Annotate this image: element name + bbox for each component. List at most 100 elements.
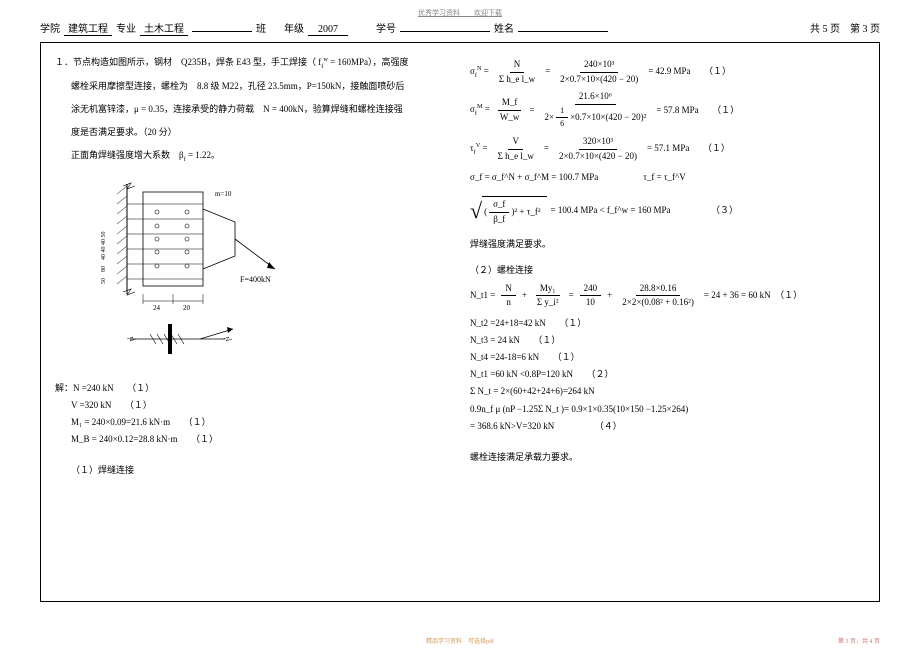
sM-f2n: 21.6×10⁶ — [575, 91, 616, 105]
sq-n: σ_f — [489, 199, 509, 213]
problem-line2: 螺栓采用摩擦型连接，螺栓为 8.8 级 M22，孔径 23.5mm，P=150k… — [55, 77, 450, 96]
content-frame: １．节点构造如图所示，钢材 Q235B，焊条 E43 型，手工焊接（ ffw =… — [40, 42, 880, 602]
Nt1-res: = 24 + 36 = 60 kN （１） — [704, 290, 802, 302]
l3a: 涂无机富锌漆， — [71, 104, 134, 114]
bolt-ok: 螺栓连接满足承载力要求。 — [470, 449, 865, 466]
sq-res: = 100.4 MPa < f_f^w = 160 MPa （３） — [551, 205, 738, 217]
diagram-marker: m=10 — [215, 190, 232, 198]
Nt1-n2: My₁ — [536, 283, 560, 297]
label-major: 专业 — [116, 20, 136, 35]
footer-left: 精品学习资料 可选择pdf — [426, 636, 494, 645]
eq-tau-V: τfV = VΣ h_e l_w = 320×10³2×0.7×10×(420 … — [470, 136, 865, 162]
Nt1-n3: 240 — [580, 283, 602, 297]
structural-diagram: F=400kN m=10 50 80 40 40 40 50 24 20 — [85, 174, 295, 374]
sM-db: ×0.7×10×(420 − 20)² — [570, 112, 646, 122]
eq-sigma-sum: σ_f = σ_f^N + σ_f^M = 100.7 MPa τ_f = τ_… — [470, 172, 865, 184]
l3b: = 0.35，连接承受的静力荷载 N = 400kN，验算焊缝和螺栓连接强 — [139, 104, 403, 114]
tV-f2n: 320×10³ — [579, 136, 617, 150]
Nt1-d1: n — [502, 296, 515, 309]
problem-text: １．节点构造如图所示，钢材 Q235B，焊条 E43 型，手工焊接（ ffw =… — [55, 53, 450, 73]
sN-f2d: 2×0.7×10×(420 − 20) — [556, 73, 642, 86]
tV-sup: V — [476, 142, 481, 149]
Nt3: N_t3 = 24 kN （１） — [470, 332, 865, 349]
label-solve: 解： — [55, 383, 73, 393]
bolt-title: （２）螺栓连接 — [470, 265, 865, 277]
sM-f2d: 2×16×0.7×10×(420 − 20)² — [540, 105, 650, 130]
field-college: 建筑工程 — [64, 20, 112, 36]
sM-f1n: M_f — [498, 97, 522, 111]
l5a: 正面角焊缝强度增大系数 — [71, 150, 179, 160]
sN-sub: f — [475, 72, 477, 79]
Nt1-d4: 2×2×(0.08² + 0.16²) — [618, 296, 698, 309]
eq-sigma-N: σfN = NΣ h_e l_w = 240×10³2×0.7×10×(420 … — [470, 59, 865, 85]
problem-line4: 度是否满足要求。（20 分） — [55, 123, 450, 142]
sol-MB: M_B = 240×0.12=28.8 kN·m （１） — [55, 431, 450, 448]
sM-f1d: W_w — [496, 111, 524, 124]
Nt1-p2: + — [607, 290, 612, 302]
sq-plus: + τ_f² — [517, 206, 540, 216]
problem-line5: 正面角焊缝强度增大系数 βf = 1.22。 — [55, 146, 450, 166]
weld-title: （１）焊缝连接 — [55, 462, 450, 479]
tV-f2d: 2×0.7×10×(420 − 20) — [555, 150, 641, 163]
Nt4: N_t4 =24-18=6 kN （１） — [470, 349, 865, 366]
tV-f1d: Σ h_e l_w — [494, 150, 538, 163]
Nt1-p1: + — [522, 290, 527, 302]
sol-M1: M₁ = 240×0.09=21.6 kN·m （１） — [55, 414, 450, 431]
sM-mn: 1 — [556, 106, 568, 118]
Nt2: N_t2 =24+18=42 kN （１） — [470, 315, 865, 332]
l5b: = 1.22。 — [186, 150, 220, 160]
sM-md: 6 — [556, 118, 568, 129]
blank-field — [192, 31, 252, 32]
watermark-top: 优秀学习资料 欢迎下载 — [40, 8, 880, 18]
sol-V: V =320 kN （１） — [55, 397, 450, 414]
label-name: 姓名 — [494, 20, 514, 35]
Nt1-n1: N — [501, 283, 516, 297]
Nt1-check: N_t1 =60 kN <0.8P=120 kN （２） — [470, 366, 865, 383]
problem-line1b: = 160MPa），高强度 — [328, 57, 409, 67]
sN-f1n: N — [510, 59, 525, 73]
problem-line3: 涂无机富锌漆，μ = 0.35，连接承受的静力荷载 N = 400kN，验算焊缝… — [55, 100, 450, 119]
sM-sub: f — [475, 110, 477, 117]
Nt1-n4: 28.8×0.16 — [636, 283, 681, 297]
eq-sigma-M: σfM = M_fW_w = 21.6×10⁶ 2×16×0.7×10×(420… — [470, 91, 865, 129]
sN-res: = 42.9 MPa （１） — [648, 66, 731, 78]
sub-f: f — [321, 63, 323, 70]
sM-res: = 57.8 MPa （１） — [656, 105, 739, 117]
problem-line1: １．节点构造如图所示，钢材 Q235B，焊条 E43 型，手工焊接（ f — [55, 57, 321, 67]
sol-N: N =240 kN （１） — [73, 383, 154, 393]
page-info: 共 5 页 第 3 页 — [810, 20, 880, 35]
field-grade: 2007 — [308, 24, 348, 36]
weld-ok: 焊缝强度满足要求。 — [470, 239, 865, 251]
field-name — [518, 31, 608, 32]
eq-Nt1: N_t1 = Nn + My₁Σ y_i² = 24010 + 28.8×0.1… — [470, 283, 865, 309]
field-major: 土木工程 — [140, 20, 188, 36]
sq-d: β_f — [489, 213, 509, 226]
Nt1-d3: 10 — [582, 296, 599, 309]
final-eq: 0.9n_f μ (nP −1.25Σ N_t )= 0.9×1×0.35(10… — [470, 401, 865, 418]
svg-text:20: 20 — [183, 304, 191, 312]
tV-f1n: V — [508, 136, 523, 150]
diagram-force-label: F=400kN — [240, 275, 271, 284]
label-college: 学院 — [40, 20, 60, 35]
label-sno: 学号 — [376, 20, 396, 35]
sM-da: 2× — [544, 112, 554, 122]
right-column: σfN = NΣ h_e l_w = 240×10³2×0.7×10×(420 … — [460, 53, 865, 591]
sN-sup: N — [477, 65, 482, 72]
sM-sup: M — [477, 103, 483, 110]
eq-sqrt: √ (σ_fβ_f)² + τ_f² = 100.4 MPa < f_f^w =… — [470, 196, 865, 225]
sN-f1d: Σ h_e l_w — [495, 73, 539, 86]
label-class: 班 — [256, 20, 266, 35]
solution-left: 解：N =240 kN （１） V =320 kN （１） M₁ = 240×0… — [55, 380, 450, 479]
left-column: １．节点构造如图所示，钢材 Q235B，焊条 E43 型，手工焊接（ ffw =… — [55, 53, 460, 591]
svg-text:24: 24 — [153, 304, 161, 312]
tV-sub: f — [474, 148, 476, 155]
Nt1-lhs: N_t1 = — [470, 290, 495, 302]
svg-text:50 80 40 40 40 50: 50 80 40 40 40 50 — [101, 231, 107, 284]
field-sno — [400, 31, 490, 32]
final-eq2: = 368.6 kN>V=320 kN （４） — [470, 418, 865, 435]
footer-right: 第 3 页，共 4 页 — [838, 636, 880, 645]
sN-f2n: 240×10³ — [580, 59, 618, 73]
tV-res: = 57.1 MPa （１） — [647, 143, 730, 155]
Nt1-d2: Σ y_i² — [533, 296, 563, 309]
label-grade: 年级 — [284, 20, 304, 35]
